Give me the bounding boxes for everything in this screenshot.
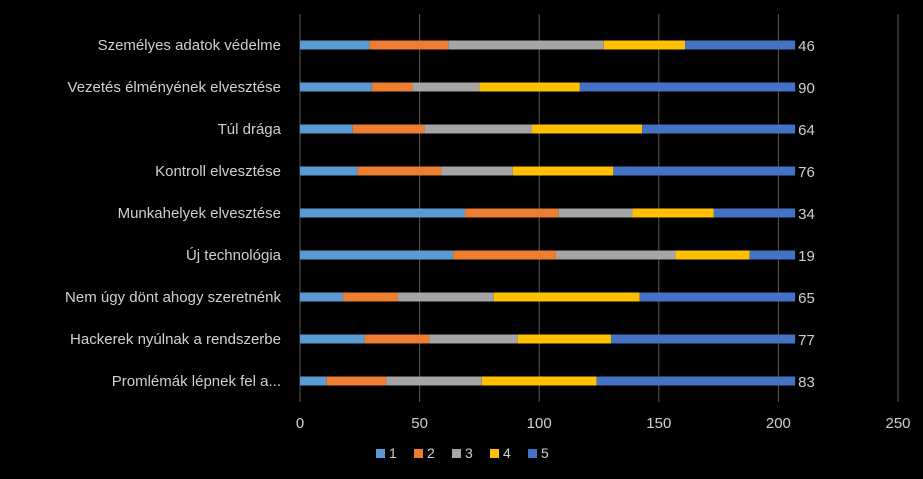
bar-segment-series-3 [424, 124, 533, 134]
legend: 1 2 3 4 5 [376, 445, 549, 461]
data-label: 83 [798, 374, 815, 391]
bar-segment-series-3 [398, 292, 494, 302]
bar-segment-series-2 [364, 334, 430, 344]
legend-swatch [490, 449, 499, 458]
x-tick-label: 200 [766, 415, 791, 432]
bar-segment-series-2 [453, 250, 556, 260]
bar-segment-series-3 [448, 40, 604, 50]
data-label: 34 [798, 206, 815, 223]
legend-label: 1 [389, 445, 397, 461]
x-tick-labels: 0 50 100 150 200 250 [296, 415, 911, 432]
bars [300, 40, 796, 386]
category-label: Új technológia [186, 247, 282, 264]
bar-segment-series-5 [596, 376, 796, 386]
bar-segment-series-4 [481, 376, 597, 386]
legend-label: 3 [465, 445, 473, 461]
bar-segment-series-2 [357, 166, 442, 176]
bar-segment-series-4 [603, 40, 686, 50]
bar-segment-series-2 [369, 40, 449, 50]
x-tick-label: 100 [527, 415, 552, 432]
bar-segment-series-5 [579, 82, 796, 92]
bar-segment-series-5 [749, 250, 796, 260]
bar-segment-series-5 [713, 208, 796, 218]
category-label: Munkahelyek elvesztése [118, 205, 281, 222]
bar-segment-series-5 [613, 166, 796, 176]
category-labels: Személyes adatok védelme Vezetés élményén… [65, 37, 282, 390]
bar-segment-series-3 [441, 166, 513, 176]
data-label: 76 [798, 164, 815, 181]
bar-segment-series-5 [610, 334, 796, 344]
bar-segment-series-1 [300, 208, 466, 218]
bar-segment-series-5 [685, 40, 796, 50]
category-label: Túl drága [218, 121, 282, 138]
category-label: Kontroll elvesztése [155, 163, 281, 180]
bar-segment-series-1 [300, 40, 370, 50]
x-tick-label: 0 [296, 415, 304, 432]
bar-segment-series-4 [493, 292, 640, 302]
category-label: Vezetés élményének elvesztése [68, 79, 281, 96]
category-label: Promlémák lépnek fel a... [112, 373, 281, 390]
bar-segment-series-4 [632, 208, 714, 218]
bar-segment-series-1 [300, 82, 372, 92]
bar-segment-series-2 [371, 82, 413, 92]
bar-segment-series-4 [479, 82, 580, 92]
legend-label: 2 [427, 445, 435, 461]
data-label: 90 [798, 80, 815, 97]
bar-segment-series-3 [558, 208, 633, 218]
bar-segment-series-2 [326, 376, 387, 386]
data-label: 77 [798, 332, 815, 349]
bar-segment-series-4 [675, 250, 750, 260]
data-label: 19 [798, 248, 815, 265]
x-tick-label: 50 [411, 415, 428, 432]
legend-label: 5 [541, 445, 549, 461]
x-tick-label: 150 [646, 415, 671, 432]
bar-segment-series-1 [300, 250, 454, 260]
data-label: 46 [798, 38, 815, 55]
bar-segment-series-1 [300, 376, 327, 386]
bar-segment-series-3 [412, 82, 480, 92]
bar-segment-series-5 [639, 292, 796, 302]
data-label: 64 [798, 122, 815, 139]
legend-label: 4 [503, 445, 511, 461]
data-label: 65 [798, 290, 815, 307]
bar-segment-series-1 [300, 292, 344, 302]
bar-segment-series-2 [465, 208, 559, 218]
bar-segment-series-4 [512, 166, 614, 176]
bar-segment-series-3 [429, 334, 518, 344]
bar-segment-series-1 [300, 334, 365, 344]
bar-segment-series-3 [555, 250, 676, 260]
bar-segment-series-1 [300, 166, 358, 176]
legend-swatch [414, 449, 423, 458]
bar-segment-series-2 [343, 292, 399, 302]
legend-swatch [528, 449, 537, 458]
bar-segment-series-1 [300, 124, 353, 134]
bar-segment-series-2 [352, 124, 425, 134]
category-label: Személyes adatok védelme [98, 37, 281, 54]
data-labels: 46 90 64 76 34 19 65 77 83 [798, 38, 815, 391]
category-label: Nem úgy dönt ahogy szeretnénk [65, 289, 281, 306]
bar-segment-series-3 [386, 376, 482, 386]
bar-segment-series-4 [532, 124, 643, 134]
category-label: Hackerek nyúlnak a rendszerbe [70, 331, 281, 348]
bar-segment-series-5 [642, 124, 796, 134]
x-tick-label: 250 [885, 415, 910, 432]
bar-segment-series-4 [517, 334, 611, 344]
legend-swatch [376, 449, 385, 458]
legend-swatch [452, 449, 461, 458]
